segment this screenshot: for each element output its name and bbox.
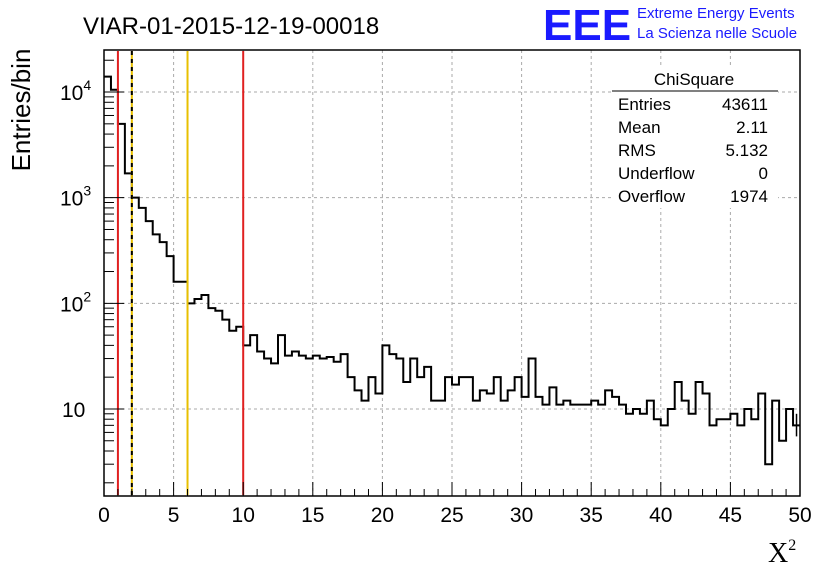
y-tick-label: 102 [60, 288, 91, 316]
x-axis-label-sup: 2 [788, 537, 796, 554]
stats-row-label: RMS [618, 141, 656, 160]
logo-line-1: Extreme Energy Events [637, 5, 795, 22]
histogram-outline [104, 75, 800, 466]
stats-row-label: Underflow [618, 164, 695, 183]
stats-box: ChiSquare Entries 43611 Mean 2.11 RMS 5.132 Un… [612, 68, 778, 208]
stats-row-label: Mean [618, 118, 661, 137]
x-tick-label: 40 [649, 504, 672, 527]
stats-row-label: Overflow [618, 187, 686, 206]
chart-title: VIAR-01-2015-12-19-00018 [83, 13, 379, 40]
x-tick-label: 0 [98, 504, 110, 527]
x-tick-label: 20 [371, 504, 394, 527]
x-tick-label: 15 [301, 504, 324, 527]
stats-row-value: 2.11 [736, 118, 768, 137]
logo-line-2: La Scienza nelle Scuole [637, 25, 797, 42]
logo-text: EEE [543, 1, 631, 50]
x-tick-label: 50 [788, 504, 811, 527]
x-axis: 0 5 10 15 20 25 30 35 40 45 50 [98, 482, 812, 527]
x-tick-label: 5 [168, 504, 180, 527]
stats-row-value: 43611 [722, 95, 768, 114]
x-axis-label: X2 [768, 537, 796, 569]
x-axis-label-base: X [768, 538, 788, 569]
eee-logo: EEE Extreme Energy Events La Scienza nel… [543, 1, 797, 50]
y-axis-label: Entries/bin [6, 49, 36, 172]
stats-box-name: ChiSquare [654, 70, 734, 89]
stats-rows: Entries 43611 Mean 2.11 RMS 5.132 Underflow 0 Ov… [618, 95, 768, 206]
y-tick-label: 104 [60, 77, 91, 105]
stats-row-value: 1974 [730, 187, 768, 206]
stats-row-value: 5.132 [725, 141, 768, 160]
x-tick-label: 25 [440, 504, 463, 527]
x-tick-label: 35 [580, 504, 603, 527]
x-tick-label: 10 [232, 504, 255, 527]
y-tick-label: 10 [62, 399, 85, 422]
y-tick-label: 103 [60, 183, 91, 211]
stats-row-label: Entries [618, 95, 671, 114]
x-tick-label: 45 [719, 504, 742, 527]
stats-row-value: 0 [759, 164, 768, 183]
histogram [104, 75, 800, 466]
y-axis: 104 103 102 10 [60, 59, 124, 484]
x-tick-label: 30 [510, 504, 533, 527]
cut-lines [116, 51, 245, 495]
